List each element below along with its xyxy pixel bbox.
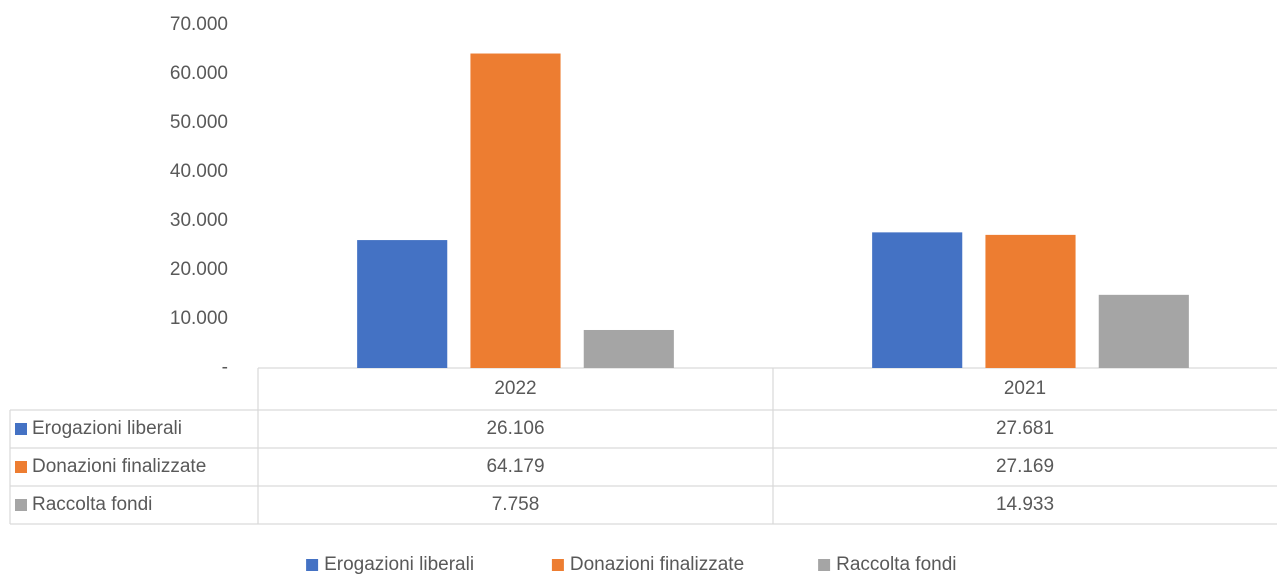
- y-tick-label: 70.000: [170, 14, 228, 35]
- y-tick-label: 50.000: [170, 112, 228, 133]
- bar: [470, 53, 561, 369]
- y-tick-label: 60.000: [170, 63, 228, 84]
- legend-label: Erogazioni liberali: [324, 554, 474, 575]
- bar: [985, 234, 1076, 368]
- bar: [583, 329, 674, 368]
- data-label: 26.106: [486, 418, 544, 439]
- legend-key: [551, 559, 564, 571]
- legend-label: Donazioni finalizzate: [570, 554, 744, 575]
- data-table-frame: [9, 367, 1277, 525]
- y-tick-label: 30.000: [170, 210, 228, 231]
- x-tick-label: 2022: [494, 378, 536, 399]
- bar: [357, 240, 448, 368]
- table-row-label: Donazioni finalizzate: [32, 456, 206, 477]
- data-label: 27.169: [996, 456, 1054, 477]
- y-tick-label: 10.000: [170, 308, 228, 329]
- y-tick-label: -: [222, 357, 228, 378]
- legend-key: [818, 559, 831, 571]
- bar: [872, 232, 963, 368]
- data-label: 27.681: [996, 418, 1054, 439]
- table-legend-key: [15, 499, 27, 511]
- data-label: 14.933: [996, 494, 1054, 515]
- legend-key: [306, 559, 319, 571]
- data-label: 64.179: [486, 456, 544, 477]
- y-tick-label: 40.000: [170, 161, 228, 182]
- y-tick-label: 20.000: [170, 259, 228, 280]
- table-row-label: Raccolta fondi: [32, 494, 152, 515]
- table-legend-key: [15, 423, 27, 435]
- table-row-label: Erogazioni liberali: [32, 418, 182, 439]
- legend-label: Raccolta fondi: [836, 554, 956, 575]
- table-legend-key: [15, 461, 27, 473]
- x-tick-label: 2021: [1004, 378, 1046, 399]
- bar: [1098, 294, 1189, 368]
- data-label: 7.758: [492, 494, 540, 515]
